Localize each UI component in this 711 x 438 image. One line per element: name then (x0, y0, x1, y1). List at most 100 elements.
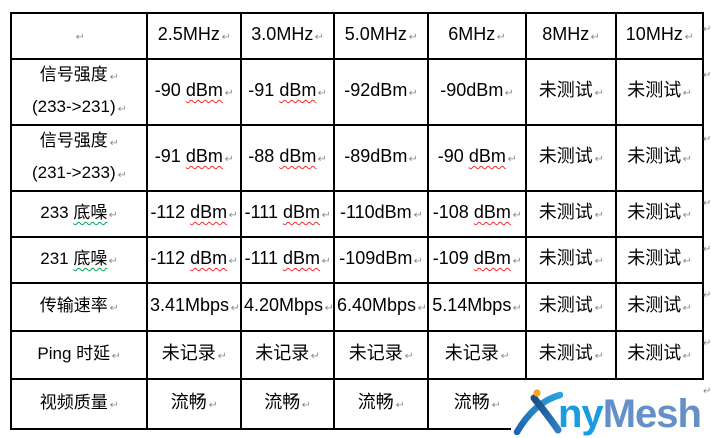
cell-line: -90 dBm ↵ (431, 142, 523, 174)
cell-text: 未测试 (627, 80, 682, 100)
cell-text: dBm (185, 146, 223, 166)
cell-line: 3.0MHz ↵ (244, 20, 331, 52)
paragraph-mark-icon: ↵ (111, 351, 121, 362)
cell-line: 5.14Mbps ↵ (431, 291, 523, 323)
cell-line: 视频质量 ↵ (14, 388, 144, 420)
anymesh-logo-a-icon (513, 389, 563, 435)
cell-text: -112 (150, 248, 191, 268)
value-cell: -109 dBm ↵ (427, 236, 527, 284)
cell-line: 未测试 ↵ (529, 291, 613, 323)
cell-text: 未测试 (627, 343, 682, 363)
cell-text: -90 (154, 80, 186, 100)
cell-line: 未记录 ↵ (337, 339, 425, 371)
paragraph-mark-icon: ↵ (117, 170, 127, 181)
paragraph-mark-icon: ↵ (408, 88, 419, 99)
paragraph-mark-icon: ↵ (301, 400, 312, 411)
cell-text: 传输速率 (39, 296, 108, 315)
cell-line: -90dBm ↵ (431, 76, 523, 108)
cell-text: 5.0MHz (344, 24, 407, 44)
value-cell: -89dBm ↵ (333, 124, 429, 192)
header-cell-frequency: 8MHz ↵ (525, 12, 617, 60)
paragraph-mark-icon: ↵ (594, 154, 604, 165)
paragraph-mark-icon: ↵ (217, 351, 227, 362)
paragraph-mark-icon: ↵ (109, 303, 119, 314)
cell-text: 未记录 (255, 343, 310, 363)
cell-line: 未测试 ↵ (619, 142, 700, 174)
paragraph-mark-icon: ↵ (504, 88, 515, 99)
cell-text: -89dBm (344, 146, 408, 166)
paragraph-mark-icon: ↵ (324, 303, 334, 314)
paragraph-mark-icon: ↵ (682, 154, 693, 165)
cell-text: 未测试 (538, 295, 593, 315)
cell-text: 未测试 (538, 202, 593, 222)
value-cell: 未记录 ↵ (427, 330, 527, 380)
cell-line: Ping 时延 ↵ (14, 339, 144, 371)
paragraph-mark-icon: ↵ (682, 351, 693, 362)
cell-text: 未测试 (538, 343, 593, 363)
value-cell: -112 dBm ↵ (146, 190, 242, 238)
cell-line: 传输速率 ↵ (14, 291, 144, 323)
cell-line: 4.20Mbps ↵ (244, 291, 334, 323)
value-cell: 流畅 ↵ (333, 378, 429, 430)
cell-text: 10MHz (625, 24, 683, 44)
cell-text: 6.40Mbps (337, 295, 417, 315)
cell-text: 231 (40, 249, 74, 268)
value-cell: 未测试 ↵ (615, 58, 704, 126)
cell-line: 流畅 ↵ (150, 388, 238, 420)
cell-text: (231->233) (31, 163, 116, 182)
header-cell-frequency: 10MHz ↵ (615, 12, 704, 60)
cell-text: 底噪 (73, 249, 108, 268)
cell-text: dBm (282, 248, 320, 268)
cell-text: 2.5MHz (157, 24, 220, 44)
value-cell: 未测试 ↵ (615, 124, 704, 192)
paragraph-mark-icon: ↵ (594, 303, 604, 314)
paragraph-mark-icon: ↵ (682, 210, 693, 221)
cell-text: 4.20Mbps (244, 295, 324, 315)
cell-line: ↵ (14, 21, 144, 52)
value-cell: 4.20Mbps ↵ (240, 282, 335, 332)
cell-line: 未测试 ↵ (529, 142, 613, 174)
value-cell: -90dBm ↵ (427, 58, 527, 126)
value-cell: 流畅 ↵ (146, 378, 242, 430)
table-row: 信号强度 ↵ (231->233) ↵ -91 dBm ↵ -88 dBm ↵ -89dBm ↵ -… (10, 124, 704, 192)
cell-line: (233->231) ↵ (14, 92, 144, 123)
cell-line: 未记录 ↵ (150, 339, 238, 371)
logo-text-ny: ny (558, 392, 604, 436)
cell-line: -108 dBm ↵ (431, 198, 523, 230)
paragraph-mark-icon: ↵ (594, 88, 604, 99)
cell-text: 未测试 (538, 80, 593, 100)
cell-line: 10MHz ↵ (619, 20, 700, 52)
header-cell-frequency: 3.0MHz ↵ (240, 12, 335, 60)
cell-line: -91 dBm ↵ (150, 142, 238, 174)
paragraph-mark-icon: ↵ (496, 32, 507, 43)
anymesh-logo: ny Mesh (511, 380, 711, 436)
value-cell: 未测试 ↵ (525, 330, 617, 380)
paragraph-mark-icon: ↵ (314, 32, 325, 43)
value-cell: 未记录 ↵ (240, 330, 335, 380)
cell-line: -90 dBm ↵ (150, 76, 238, 108)
paragraph-mark-icon: ↵ (682, 256, 693, 267)
cell-text: dBm (279, 80, 317, 100)
cell-line: 未测试 ↵ (619, 244, 700, 276)
table-body: ↵ 2.5MHz ↵ 3.0MHz ↵ 5.0MHz ↵ 6MHz ↵ 8MHz ↵ 10MHz ↵ 信号… (10, 12, 704, 430)
cell-line: 3.41Mbps ↵ (150, 291, 239, 323)
row-label-cell: Ping 时延 ↵ (10, 330, 148, 380)
row-label-cell: 233 底噪 ↵ (10, 190, 148, 238)
cell-text: 流畅 (357, 392, 394, 412)
value-cell: 未测试 ↵ (525, 124, 617, 192)
cell-line: 流畅 ↵ (244, 388, 331, 420)
cell-line: (231->233) ↵ (14, 158, 144, 189)
cell-text: 未测试 (627, 146, 682, 166)
cell-text: -110dBm (339, 202, 412, 222)
cell-line: -109dBm ↵ (337, 244, 425, 276)
row-end-mark-icon: ↵ (703, 198, 711, 209)
corner-cell: ↵ (10, 12, 148, 60)
paragraph-mark-icon: ↵ (684, 32, 694, 43)
cell-line: 未记录 ↵ (431, 339, 523, 371)
cell-text: -111 (244, 202, 283, 222)
row-end-mark-icon: ↵ (703, 134, 711, 145)
cell-text: 6MHz (448, 24, 496, 44)
row-label-cell: 信号强度 ↵ (231->233) ↵ (10, 124, 148, 192)
table-row: 传输速率 ↵ 3.41Mbps ↵ 4.20Mbps ↵ 6.40Mbps ↵ 5.14Mbps… (10, 282, 704, 332)
paragraph-mark-icon: ↵ (413, 256, 424, 267)
